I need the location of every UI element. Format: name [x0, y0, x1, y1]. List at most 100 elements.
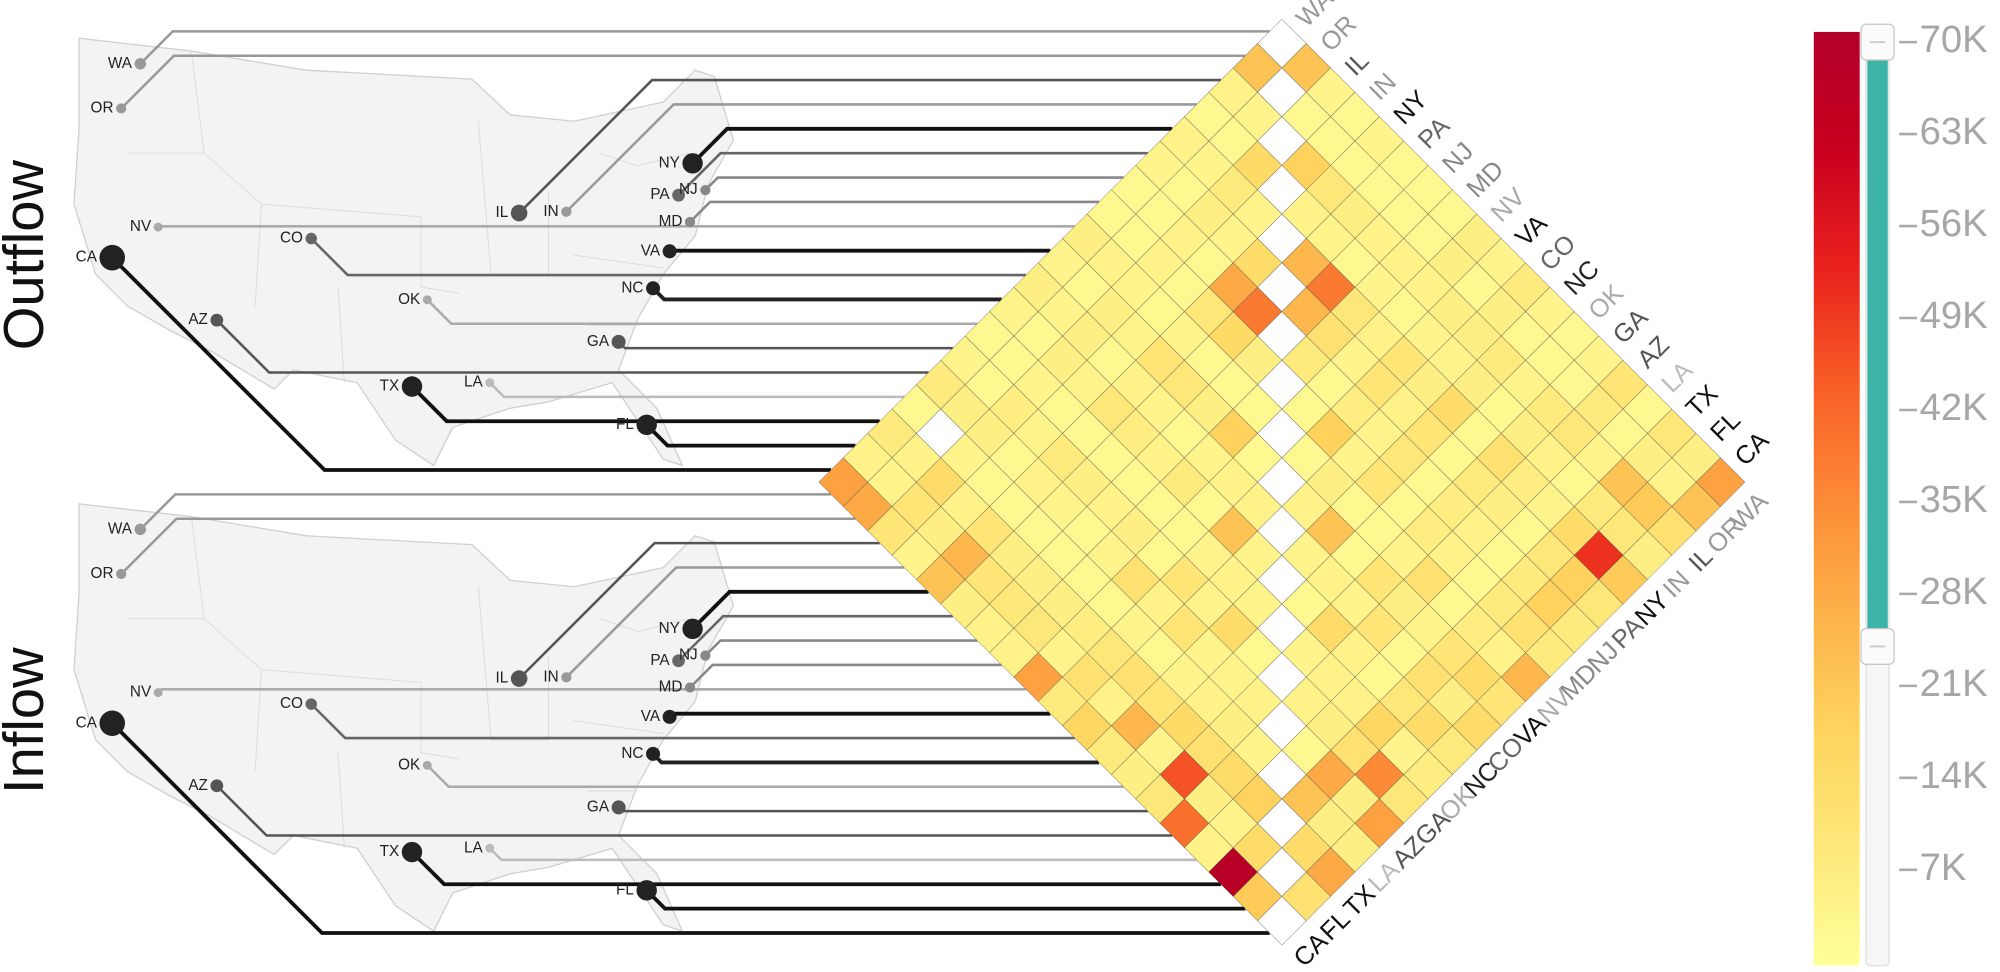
connector-line	[426, 298, 978, 326]
state-label: MD	[659, 679, 683, 696]
state-dot	[684, 216, 696, 228]
state-dot	[153, 688, 163, 698]
outflow-map	[73, 37, 735, 467]
connector-line	[677, 151, 1148, 197]
connector-line	[704, 176, 1124, 191]
us-map	[73, 37, 735, 467]
state-dot	[611, 800, 626, 815]
connector-line	[651, 286, 1002, 302]
state-label: IN	[543, 668, 558, 685]
connector-line	[677, 614, 953, 662]
colorbar-tick-label: 21K	[1920, 662, 1989, 705]
state-dot	[305, 698, 317, 710]
connector-line	[565, 566, 905, 679]
state-label: CO	[280, 230, 303, 247]
connector-line	[157, 225, 1075, 228]
connector-line	[310, 237, 1027, 277]
colorbar-tick-label: 63K	[1920, 110, 1989, 153]
us-map	[73, 503, 735, 933]
state-dot	[422, 295, 432, 305]
state-dot	[116, 568, 127, 580]
state-dot	[99, 244, 125, 271]
state-dot	[510, 670, 528, 687]
state-dot	[99, 710, 125, 736]
state-label: NV	[130, 218, 152, 235]
state-dot	[700, 184, 711, 196]
state-label: NJ	[679, 647, 698, 664]
state-dot	[646, 281, 661, 296]
state-dot	[611, 334, 626, 349]
state-dot	[485, 378, 495, 388]
column-label: IN	[1364, 68, 1402, 106]
connector-line	[704, 639, 978, 657]
state-label: IL	[496, 204, 509, 221]
state-label: IL	[496, 670, 509, 687]
connector-line	[518, 541, 880, 680]
colorbar-tick-label: 14K	[1920, 754, 1989, 797]
state-dot	[422, 760, 432, 770]
state-label: NC	[621, 279, 643, 296]
connector-line	[488, 847, 1197, 862]
connector-line	[617, 340, 953, 350]
state-dot	[485, 843, 495, 853]
colorbar-tick-label: 49K	[1920, 294, 1989, 337]
state-dot	[672, 654, 685, 668]
state-dot	[210, 313, 224, 327]
state-label: WA	[108, 520, 133, 537]
state-label: NJ	[679, 181, 698, 198]
state-dot	[636, 880, 657, 901]
state-label: PA	[650, 186, 670, 203]
state-label: TX	[380, 843, 400, 860]
state-dot	[561, 206, 572, 217]
connector-line	[139, 493, 832, 531]
connector-line	[518, 78, 1221, 214]
connector-line	[215, 319, 929, 374]
state-dot	[636, 414, 657, 435]
connector-line	[651, 752, 1100, 765]
connector-line	[617, 806, 1148, 813]
state-label: LA	[464, 374, 484, 391]
map-dots: WA WA OR OR IL IL IN IN NY NY PA PA NJ NJ MD MD NV NV VA VA…	[76, 55, 711, 901]
state-label: NV	[130, 684, 152, 701]
connector-line	[689, 663, 1002, 689]
column-label: IL	[1340, 47, 1375, 82]
state-label: CA	[76, 249, 98, 266]
state-dot	[672, 188, 685, 202]
state-label: OR	[91, 565, 114, 582]
connector-line	[120, 54, 1246, 110]
state-dot	[662, 244, 677, 259]
state-dot	[662, 709, 677, 724]
state-label: OR	[91, 99, 114, 116]
state-label: NY	[659, 154, 680, 171]
state-dot	[134, 523, 147, 536]
connector-line	[410, 850, 1221, 887]
connector-line	[645, 888, 1246, 911]
state-label: NY	[659, 620, 680, 637]
state-dot	[700, 650, 711, 661]
colorbar-tick-label: 70K	[1920, 18, 1989, 61]
state-label: AZ	[188, 311, 208, 328]
state-label: IN	[543, 203, 558, 220]
colorbar-tick-label: 56K	[1920, 202, 1989, 245]
state-dot	[684, 682, 696, 693]
state-label: LA	[464, 839, 484, 856]
connector-line	[410, 385, 880, 424]
row-title: Outflow	[0, 160, 55, 351]
state-label: OK	[398, 756, 421, 773]
colorbar-tick-label: 7K	[1920, 846, 1967, 889]
heatmap	[818, 18, 1746, 946]
state-label: AZ	[188, 777, 208, 794]
colorbar-tick-label: 28K	[1920, 570, 1989, 613]
state-borders	[127, 516, 689, 849]
connector-line	[668, 711, 1051, 719]
inflow-map	[73, 503, 735, 933]
state-dot	[682, 618, 703, 640]
connector-line	[645, 423, 856, 448]
state-label: MD	[659, 213, 683, 230]
column-title: Inflow	[0, 647, 55, 794]
slider-range	[1867, 42, 1888, 647]
state-label: FL	[616, 881, 634, 898]
state-dot	[561, 672, 572, 683]
colorbar-tick-label: 42K	[1920, 386, 1989, 429]
